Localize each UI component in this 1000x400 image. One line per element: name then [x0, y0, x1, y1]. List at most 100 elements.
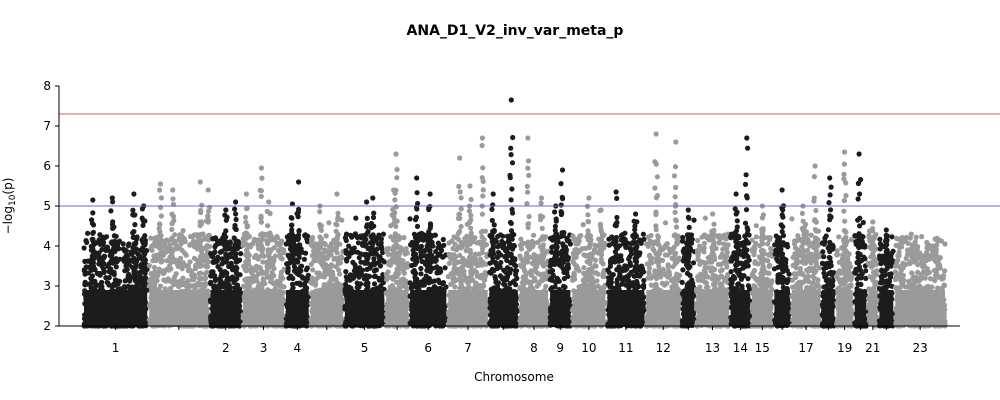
- snp-point: [170, 196, 176, 202]
- snp-point: [265, 287, 271, 293]
- snp-point: [109, 252, 115, 258]
- snp-point: [208, 313, 214, 319]
- snp-point: [274, 234, 280, 240]
- snp-point: [86, 290, 92, 296]
- chromosome-points: [207, 199, 244, 329]
- snp-point: [134, 300, 140, 306]
- snp-point: [206, 232, 212, 238]
- snp-point: [89, 217, 95, 223]
- snp-point: [503, 299, 509, 305]
- snp-point: [443, 284, 449, 290]
- snp-point: [513, 294, 519, 301]
- snp-point: [82, 258, 88, 264]
- snp-point: [300, 299, 306, 305]
- snp-point: [191, 293, 197, 299]
- snp-point: [174, 246, 180, 252]
- snp-point: [540, 289, 546, 295]
- snp-point: [528, 310, 534, 316]
- snp-point: [273, 306, 279, 312]
- snp-point: [157, 187, 163, 193]
- snp-point: [331, 286, 338, 292]
- snp-point: [561, 259, 567, 265]
- snp-point: [458, 206, 464, 212]
- snp-point: [376, 311, 382, 318]
- snp-point: [137, 253, 143, 259]
- snp-point: [122, 278, 128, 284]
- snp-point: [451, 234, 457, 240]
- snp-point: [426, 286, 432, 292]
- snp-point: [156, 292, 162, 298]
- snp-point: [552, 250, 558, 256]
- snp-point: [394, 279, 400, 285]
- snp-point: [294, 299, 300, 305]
- snp-point: [189, 272, 195, 278]
- snp-point: [414, 206, 420, 212]
- snp-point: [324, 301, 330, 307]
- snp-point: [82, 288, 88, 294]
- snp-point: [152, 269, 158, 275]
- snp-point: [455, 322, 461, 328]
- snp-point: [121, 300, 127, 306]
- snp-point: [471, 313, 477, 319]
- snp-point: [223, 239, 229, 245]
- snp-point: [238, 251, 244, 257]
- snp-point: [550, 272, 557, 278]
- snp-point: [117, 256, 123, 262]
- snp-point: [110, 199, 116, 205]
- snp-point: [500, 245, 506, 251]
- snp-point: [240, 315, 246, 321]
- snp-point: [391, 312, 397, 318]
- snp-point: [495, 244, 501, 250]
- snp-point: [427, 252, 433, 258]
- snp-point: [187, 242, 193, 248]
- snp-point: [491, 228, 497, 234]
- snp-point: [510, 307, 516, 313]
- snp-point: [356, 281, 362, 287]
- snp-point: [402, 262, 408, 268]
- snp-point: [525, 189, 531, 195]
- snp-point: [524, 201, 530, 207]
- snp-point: [298, 264, 304, 270]
- snp-point: [177, 232, 183, 238]
- snp-point: [526, 270, 532, 276]
- snp-point: [88, 247, 94, 253]
- snp-point: [363, 237, 369, 243]
- snp-point: [441, 242, 447, 248]
- snp-point: [233, 211, 239, 217]
- snp-point: [131, 307, 138, 313]
- snp-point: [414, 307, 420, 313]
- snp-point: [520, 301, 526, 307]
- snp-point: [487, 296, 493, 302]
- snp-point: [290, 320, 296, 326]
- snp-point: [289, 215, 295, 221]
- snp-point: [205, 217, 211, 224]
- snp-point: [286, 275, 292, 281]
- peak-point: [525, 135, 531, 141]
- snp-point: [82, 320, 88, 327]
- snp-point: [231, 235, 237, 241]
- snp-point: [224, 277, 230, 283]
- snp-point: [173, 271, 179, 277]
- snp-point: [264, 267, 270, 274]
- snp-point: [490, 202, 496, 208]
- snp-point: [456, 183, 462, 189]
- snp-point: [131, 234, 137, 240]
- snp-point: [363, 251, 369, 257]
- snp-point: [348, 273, 354, 280]
- snp-point: [456, 293, 462, 299]
- snp-point: [140, 292, 146, 298]
- snp-point: [169, 289, 176, 295]
- snp-point: [391, 244, 397, 250]
- snp-point: [455, 215, 462, 221]
- snp-point: [244, 224, 250, 230]
- peak-point: [243, 191, 249, 197]
- snp-point: [431, 313, 437, 319]
- snp-point: [210, 294, 216, 300]
- snp-point: [426, 320, 432, 326]
- snp-point: [473, 318, 479, 324]
- peak-point: [479, 135, 485, 141]
- snp-point: [509, 236, 515, 242]
- snp-point: [510, 134, 516, 141]
- snp-point: [507, 280, 513, 287]
- snp-point: [205, 237, 212, 243]
